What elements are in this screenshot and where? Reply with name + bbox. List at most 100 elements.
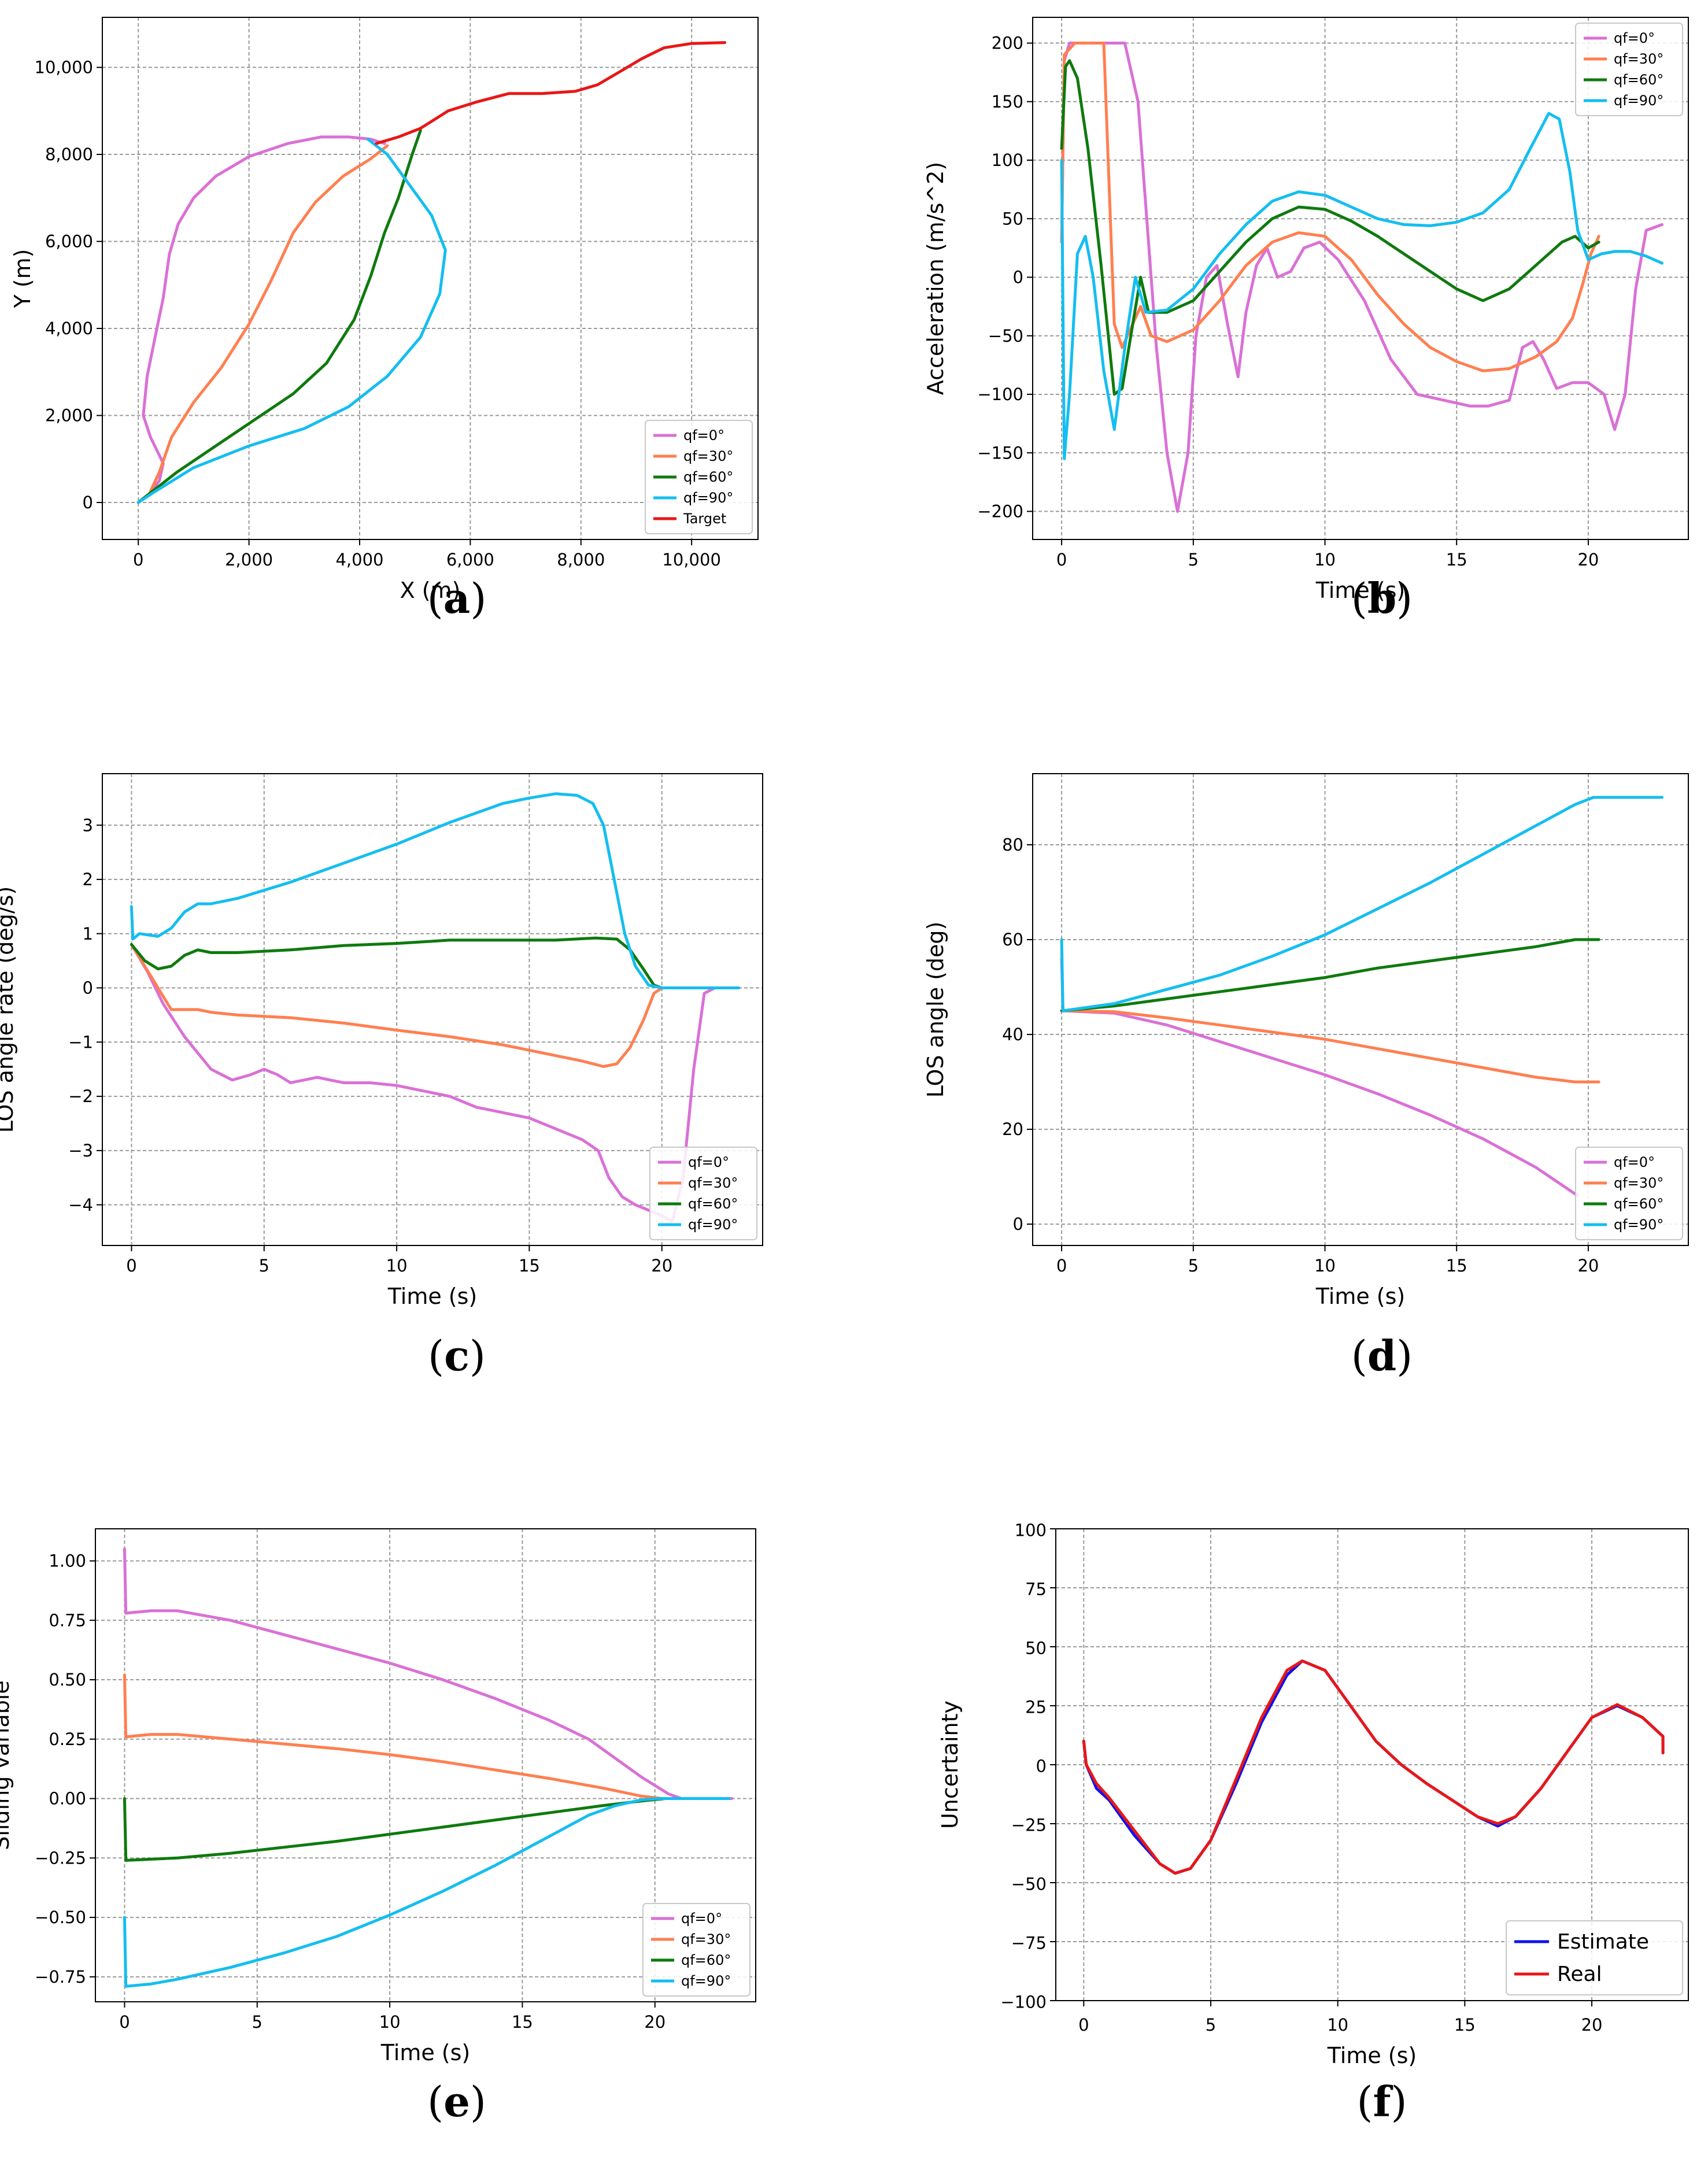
y-tick-label-0: −0.75 <box>35 1967 86 1987</box>
series-group <box>1082 1659 1665 1875</box>
series-line-1 <box>130 942 664 1068</box>
series-line-1 <box>1060 1009 1600 1084</box>
legend-label-2: qf=60° <box>683 469 733 485</box>
y-tick-label-4: 80 <box>1002 835 1023 855</box>
y-tick-label-3: 6,000 <box>45 232 93 252</box>
y-tick-label-7: 150 <box>992 92 1023 112</box>
x-tick-label-3: 15 <box>512 2012 533 2032</box>
x-axis-label: Time (s) <box>387 1284 478 1309</box>
legend-label-2: qf=60° <box>688 1196 738 1212</box>
legend: Estimate Real <box>1506 1920 1683 1995</box>
legend-label-3: qf=90° <box>681 1973 731 1989</box>
x-tick-label-4: 20 <box>1577 1256 1599 1276</box>
y-tick-label-6: 0.75 <box>49 1610 86 1630</box>
y-tick-label-3: −50 <box>988 326 1023 346</box>
plot-frame <box>102 773 763 1246</box>
series-group <box>136 41 727 504</box>
plot-frame <box>95 1528 756 2002</box>
y-tick-label-5: 10,000 <box>35 58 93 77</box>
y-axis-label: Uncertainty <box>937 1701 963 1829</box>
legend-label-0: qf=0° <box>1614 30 1655 46</box>
y-axis-label: LOS angle rate (deg/s) <box>0 886 18 1133</box>
legend-label-1: qf=30° <box>681 1931 731 1947</box>
caption-b: (b) <box>1351 574 1413 623</box>
series-line-3 <box>1060 796 1663 1012</box>
caption-c: (c) <box>428 1331 486 1380</box>
legend-label-1: qf=30° <box>1614 51 1663 67</box>
y-tick-label-1: −3 <box>68 1141 93 1160</box>
plot-frame <box>1032 17 1689 540</box>
caption-letter: e <box>443 2077 470 2126</box>
caption-letter: a <box>443 574 471 623</box>
y-axis-label: Sliding variable <box>0 1680 14 1850</box>
y-tick-label-4: 8,000 <box>45 145 93 164</box>
caption-letter: b <box>1367 574 1396 623</box>
x-tick-label-3: 15 <box>1454 2015 1476 2035</box>
series-line-1 <box>1060 42 1600 372</box>
legend: qf=0° qf=30° qf=60° qf=90° <box>642 1903 751 1997</box>
x-tick-label-1: 5 <box>1188 550 1199 570</box>
x-tick-label-0: 0 <box>133 550 143 570</box>
series-line-2 <box>136 129 422 504</box>
x-tick-label-4: 8,000 <box>557 550 605 570</box>
y-tick-label-6: 50 <box>1025 1639 1047 1658</box>
x-axis-label: X (m) <box>400 578 461 603</box>
plot-frame <box>1032 773 1689 1246</box>
caption-letter: d <box>1367 1331 1396 1380</box>
x-tick-label-0: 0 <box>1056 1256 1067 1276</box>
legend-label-4: Target <box>683 511 726 527</box>
y-tick-label-2: 4,000 <box>45 319 93 338</box>
caption-open: ( <box>427 574 443 623</box>
legend-label-3: qf=90° <box>1614 1217 1663 1233</box>
x-tick-label-3: 15 <box>1446 550 1467 570</box>
series-line-3 <box>1060 112 1663 460</box>
x-axis-label: Time (s) <box>1315 1284 1406 1309</box>
y-tick-label-7: 1.00 <box>49 1551 86 1571</box>
y-tick-label-2: −100 <box>977 385 1023 404</box>
y-tick-label-1: 20 <box>1002 1119 1023 1139</box>
series-line-2 <box>1060 938 1600 1012</box>
legend-label-3: qf=90° <box>683 490 733 506</box>
chart-e: 0 5 10 15 20 −0.75 −0.50 −0.25 0.00 0.25 0.50 0.75 1… <box>0 1528 756 2065</box>
y-tick-label-3: −25 <box>1011 1816 1047 1835</box>
series-group <box>1060 796 1663 1197</box>
y-axis-label: Y (m) <box>10 249 35 309</box>
y-tick-label-8: 200 <box>992 34 1023 53</box>
x-tick-label-4: 20 <box>644 2012 666 2032</box>
y-tick-label-2: 40 <box>1002 1025 1023 1044</box>
y-tick-label-4: 0 <box>1013 268 1023 287</box>
x-axis-label: Time (s) <box>380 2040 471 2065</box>
x-tick-label-0: 0 <box>1078 2015 1089 2035</box>
legend-box <box>649 1147 757 1240</box>
legend: qf=0° qf=30° qf=60° qf=90° Target <box>645 420 753 534</box>
x-tick-label-0: 0 <box>126 1256 136 1276</box>
y-tick-label-7: 3 <box>83 815 93 835</box>
caption-open: ( <box>1351 574 1367 623</box>
legend-label-3: qf=90° <box>688 1217 738 1233</box>
y-tick-label-0: −4 <box>68 1195 93 1215</box>
x-tick-label-4: 20 <box>1581 2015 1603 2035</box>
legend-label-1: qf=30° <box>683 448 733 464</box>
y-tick-label-5: 25 <box>1025 1698 1047 1717</box>
legend-box <box>645 420 753 534</box>
x-tick-label-2: 4,000 <box>335 550 383 570</box>
legend-box <box>1575 1147 1683 1240</box>
x-tick-label-2: 10 <box>1314 1256 1336 1276</box>
y-tick-label-0: 0 <box>83 493 93 512</box>
chart-d: 0 5 10 15 20 0 20 40 60 80 Time (s) LOS angle (deg)… <box>923 773 1689 1309</box>
x-tick-label-2: 10 <box>1314 550 1336 570</box>
x-tick-label-3: 6,000 <box>446 550 494 570</box>
x-tick-label-0: 0 <box>119 2012 130 2032</box>
y-tick-label-0: 0 <box>1013 1214 1023 1234</box>
series-line-1 <box>123 1673 664 1800</box>
y-tick-label-0: −100 <box>1000 1993 1047 2012</box>
chart-a: 0 2,000 4,000 6,000 8,000 10,000 0 2,000 4,000 6,… <box>10 17 759 603</box>
series-line-2 <box>130 936 664 989</box>
y-tick-label-2: −2 <box>68 1086 93 1106</box>
legend-box <box>1506 1920 1683 1995</box>
x-tick-label-3: 15 <box>1446 1256 1467 1276</box>
caption-e: (e) <box>427 2077 486 2126</box>
series-line-3 <box>130 792 741 989</box>
y-tick-label-5: 0.50 <box>49 1670 86 1690</box>
y-tick-label-4: 0 <box>83 978 93 998</box>
